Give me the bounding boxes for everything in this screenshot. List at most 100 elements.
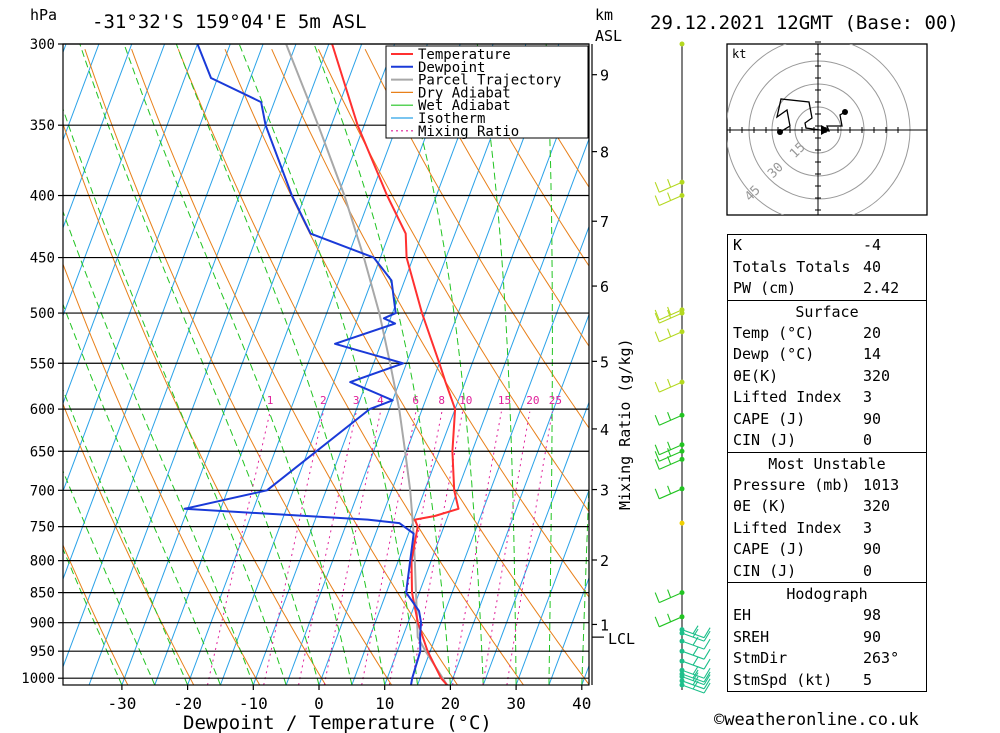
surface-thetae-row: θE(K) 320 [733,366,891,385]
stmspd-row: StmSpd (kt) 5 [733,670,873,689]
pressure-axis: 300 350 400 450 500 550 600 650 700 750 800 850 900 9… [21,37,63,687]
eh-row: EH 98 [733,606,882,624]
pressure-tick-label: 500 [30,306,55,322]
temperature-tick-label: 10 [375,694,394,713]
wind-barb-flag [667,613,672,623]
surface-cape-row: CAPE (J) 90 [733,409,882,428]
legend-item-label: Mixing Ratio [418,124,519,140]
legend-item-label: Parcel Trajectory [418,73,561,89]
wind-barb-flag [692,636,699,646]
wind-barb-flag [667,309,672,319]
wind-barb-flag [692,665,699,675]
wind-barb-flag [703,627,711,638]
pressure-tick-label: 450 [30,251,55,267]
pressure-tick-label: 750 [30,520,55,536]
km-tick-label: 1 [600,616,609,634]
mu-pressure-row: Pressure (mb) 1013 [733,475,900,494]
mixing-ratio-label: 1 [267,394,274,407]
dry-adiabat-line [317,48,589,513]
wind-barb-flag [703,682,711,694]
dry-adiabat-line [458,48,589,267]
mixing-ratio-line [452,411,502,685]
dry-adiabat-line [63,122,327,685]
km-tick-label: 3 [600,482,609,500]
isotherm-line [482,400,589,685]
wind-barb-flag [654,195,660,206]
dry-adiabat-line [177,49,524,685]
pressure-tick-label: 800 [30,554,55,570]
isotherm-line [351,49,589,685]
wind-barbs [654,41,711,694]
temperature-tick-label: 0 [314,694,324,713]
km-tick-label: 9 [600,67,609,85]
isotherm-line [121,44,363,685]
surface-temp-row: Temp (°C) 20 [733,323,882,342]
dry-adiabat-line [63,543,129,685]
legend-item-label: Dewpoint [418,60,485,76]
mixing-ratio-line [207,411,271,685]
mu-thetae-row: θE (K) 320 [733,497,891,515]
wind-barb-flag [667,192,672,201]
dry-adiabat-line [972,49,1000,685]
dry-adiabat-line [411,48,589,348]
wind-barb-flag [692,672,699,681]
totals-totals-row: Totals Totals 40 [733,257,882,276]
mixing-ratio-label: 8 [438,394,445,407]
wind-barb-flag [692,628,699,638]
hodograph-trace [776,98,846,133]
surface-cin-row: CIN (J) 0 [733,431,873,449]
legend-item-label: Wet Adiabat [418,98,511,114]
wind-barb-flag [667,412,672,421]
wind-barb-flag [667,589,672,598]
isotherm-line [63,44,133,230]
most-unstable-title: Most Unstable [768,454,886,473]
isotherm-line [63,44,297,669]
temperature-tick-label: 20 [441,694,460,713]
wind-barb-flag [667,179,672,188]
mixing-ratio-label: 20 [526,394,539,407]
wind-barb-flag [692,680,699,690]
wind-barb-flag [654,331,660,342]
km-tick-label: 5 [600,353,609,371]
wind-barb-flag [667,485,672,495]
hodograph-unit: kt [732,47,746,61]
wind-barb-flag [654,309,660,321]
isotherm-line [88,44,330,685]
mixing-ratio-label: 15 [498,394,511,407]
mixing-ratio-axis-label: Mixing Ratio (g/kg) [616,338,634,510]
km-tick-label: 2 [600,552,609,570]
hpa-unit: hPa [30,6,57,24]
wind-barb-flag [692,676,699,686]
pressure-tick-label: 300 [30,37,55,53]
storm-motion-marker [821,125,830,135]
wind-barb-flag [667,448,672,457]
wind-barb-flag [703,674,711,685]
wind-barb-flag [667,378,672,388]
pressure-tick-label: 650 [30,444,55,460]
wet-adiabat-line [476,44,517,685]
mixing-ratio-label: 3 [353,394,360,407]
sreh-row: SREH 90 [733,627,882,646]
lcl-label: LCL [608,630,635,648]
mixing-ratio-line [506,411,553,685]
hodograph: kt 15 30 45 [726,41,928,216]
isotherm-line [0,44,33,685]
wet-adiabat-line [79,44,320,685]
isotherm-line [187,44,428,685]
mu-cape-row: CAPE (J) 90 [733,540,882,558]
wet-adiabat-line [63,547,123,685]
mixing-ratio-label: 25 [549,394,562,407]
dry-adiabat-line [271,48,589,598]
pressure-tick-label: 900 [30,616,55,632]
isotherm-line [63,44,198,405]
dry-adiabat-line [84,49,393,685]
isotherm-line [219,44,461,685]
wind-barb-flag [654,488,660,500]
wind-barb-flag [703,648,711,660]
mixing-ratio-line [482,411,531,685]
isotherm-line [63,44,231,493]
wind-barb-flag [667,328,672,337]
wet-adiabat-line [63,107,287,685]
wind-barb-flag [654,459,660,470]
